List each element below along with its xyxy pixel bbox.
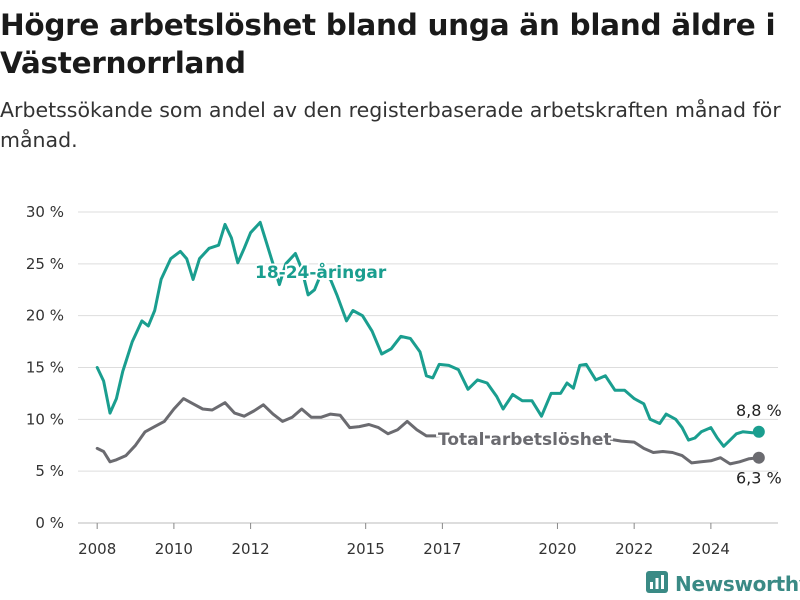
brand-logo: Newsworthy: [645, 570, 800, 598]
chart-title: Högre arbetslöshet bland unga än bland ä…: [0, 8, 776, 80]
brand-name: Newsworthy: [675, 572, 800, 596]
bar-chart-logo-icon: [645, 570, 669, 598]
x-tick-label: 2020: [538, 540, 576, 558]
y-tick-label: 15 %: [26, 359, 64, 377]
series-lines: [95, 220, 765, 466]
x-tick-label: 2024: [692, 540, 730, 558]
x-tick-label: 2022: [615, 540, 653, 558]
y-tick-label: 30 %: [26, 203, 64, 221]
x-axis-ticks: 2008 2010 2012 2015 2017 2020 2022 2024: [78, 523, 730, 558]
end-label-total: 6,3 %: [736, 469, 782, 488]
x-tick-label: 2008: [78, 540, 116, 558]
x-tick-label: 2012: [232, 540, 270, 558]
y-tick-label: 5 %: [35, 462, 64, 480]
series-label-total: Total arbetslöshet: [438, 430, 612, 450]
x-tick-label: 2017: [423, 540, 461, 558]
y-tick-label: 25 %: [26, 255, 64, 273]
end-point-total: [752, 451, 765, 464]
chart-subtitle: Arbetssökande som andel av den registerb…: [0, 98, 781, 152]
gridlines: [78, 211, 778, 524]
x-tick-label: 2015: [347, 540, 385, 558]
y-tick-label: 10 %: [26, 410, 64, 428]
x-tick-label: 2010: [155, 540, 193, 558]
end-label-youth: 8,8 %: [736, 401, 782, 420]
y-tick-label: 20 %: [26, 307, 64, 325]
series-line-total: [95, 397, 761, 466]
series-label-youth: 18-24-åringar: [255, 261, 387, 283]
y-tick-label: 0 %: [35, 514, 64, 532]
end-point-youth: [752, 425, 765, 438]
y-axis-ticks: 0 % 5 % 10 % 15 % 20 % 25 % 30 %: [26, 203, 64, 532]
series-line-youth: [95, 220, 761, 448]
series-labels: 18-24-åringar Total arbetslöshet 8,8 % 6,3 …: [253, 259, 782, 488]
